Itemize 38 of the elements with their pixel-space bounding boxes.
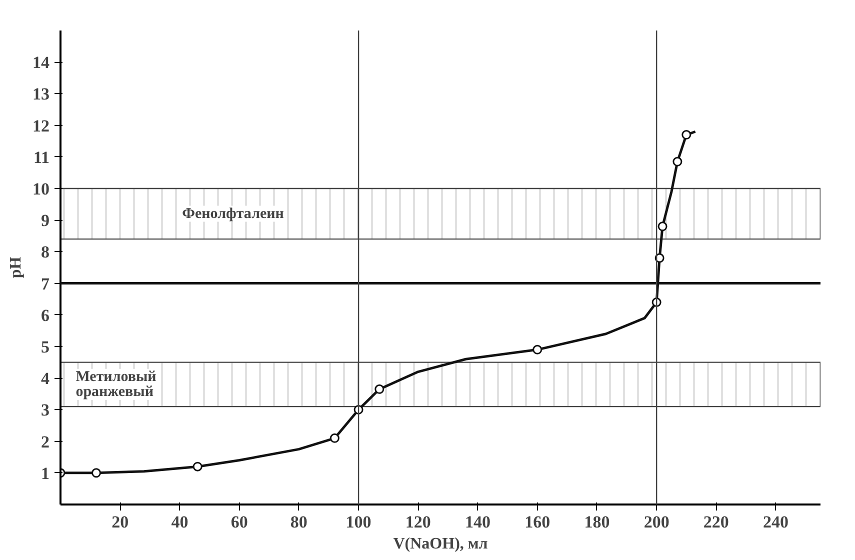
y-tick-label: 3 [41,400,50,420]
point [532,344,542,354]
y-tick-label: 4 [41,369,50,388]
y-tick-label: 10 [32,180,50,198]
band-label: Фенолфталеин [182,206,284,222]
x-tick-label: 180 [584,512,610,532]
y-tick-label: 8 [41,242,50,262]
x-tick-label: 160 [524,512,550,532]
x-tick-label: 100 [346,512,372,532]
x-tick-label: 80 [290,512,308,532]
y-tick-label: 12 [32,116,50,136]
point [672,156,682,166]
point [92,468,102,478]
point [192,462,202,472]
y-tick-label: 7 [41,274,50,294]
y-tick-label: 2 [41,432,50,452]
x-tick-label: 20 [112,512,129,532]
point [682,130,692,140]
point [330,433,340,443]
y-tick-label: 13 [32,84,50,104]
point [658,222,668,232]
x-tick-label: 140 [465,512,491,532]
point [374,384,384,394]
x-tick-label: 60 [230,512,248,532]
x-tick-label: 200 [644,512,670,532]
x-tick-label: 240 [763,512,789,532]
x-axis-title: V(NaOH), мл [393,536,488,552]
y-tick-label: 5 [41,338,50,356]
y-tick-label: 6 [41,306,50,325]
y-tick-label: 1 [41,464,50,483]
x-tick-label: 220 [703,512,729,532]
y-axis-title: pH [8,256,24,278]
x-tick-label: 40 [171,512,188,532]
y-tick-label: 9 [41,211,50,230]
band-label: Метиловый оранжевый [76,368,157,400]
y-tick-label: 14 [32,53,50,72]
y-tick-label: 11 [33,148,50,167]
x-tick-label: 120 [405,512,431,532]
